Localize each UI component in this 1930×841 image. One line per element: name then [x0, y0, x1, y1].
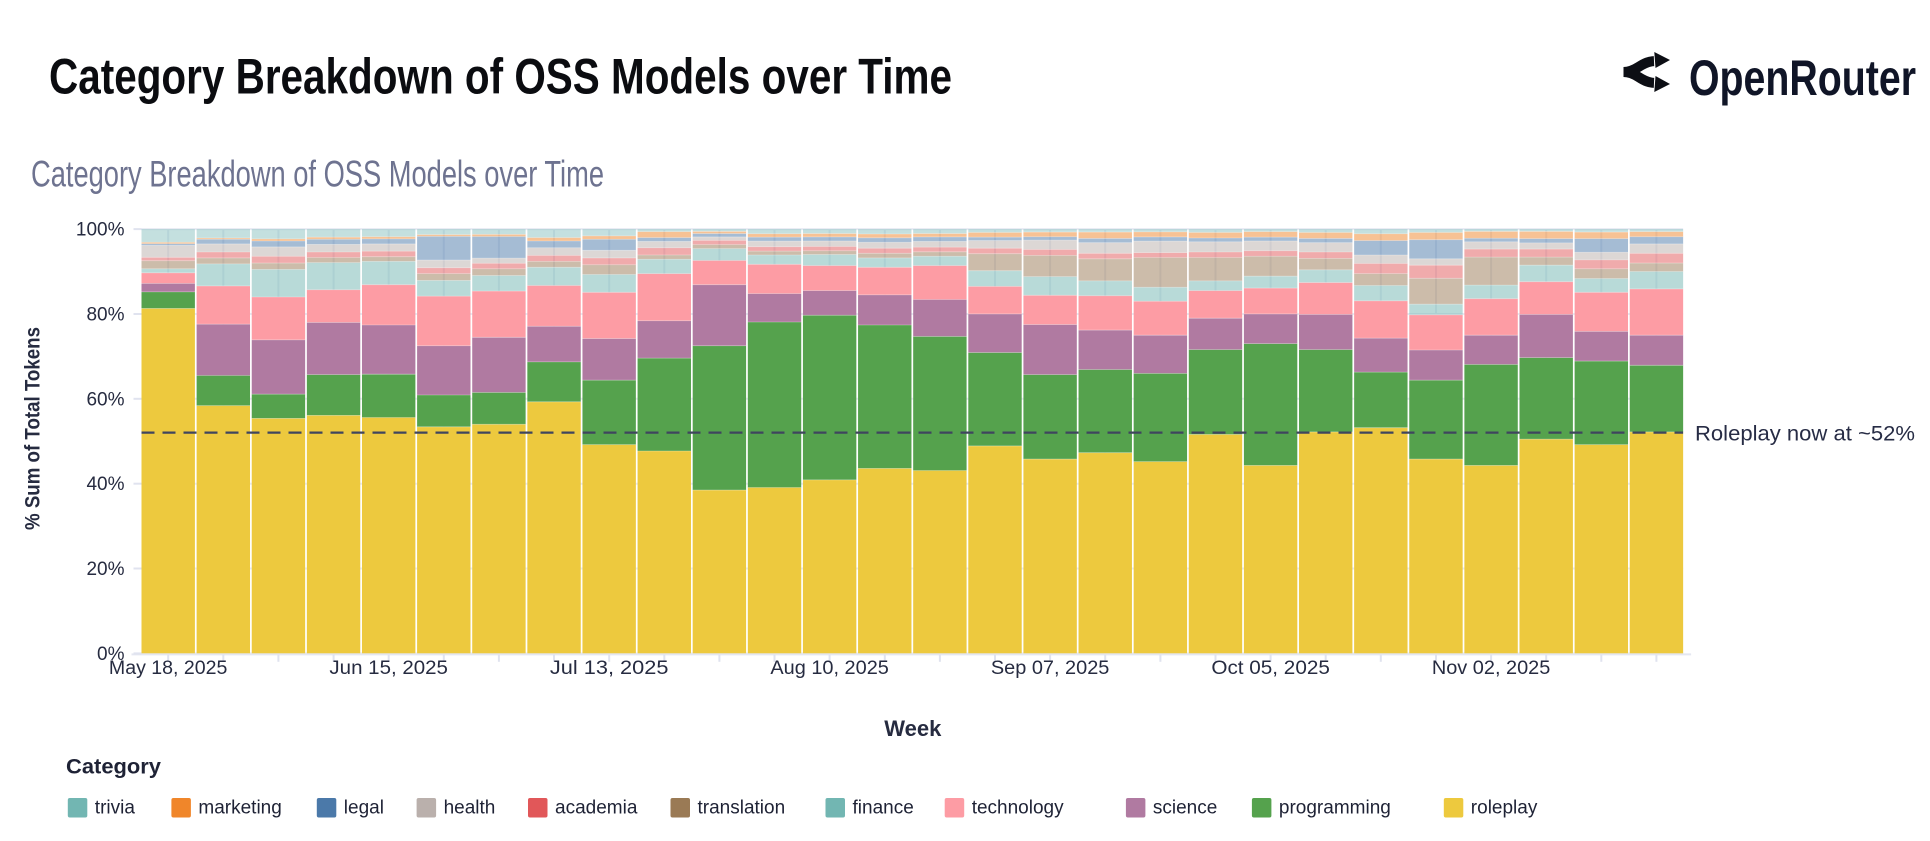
svg-text:Sep 07, 2025: Sep 07, 2025: [991, 658, 1110, 679]
svg-text:40%: 40%: [86, 474, 124, 495]
svg-text:% Sum of Total Tokens: % Sum of Total Tokens: [22, 327, 45, 530]
svg-text:trivia: trivia: [95, 798, 136, 819]
svg-text:100%: 100%: [76, 220, 125, 241]
svg-text:science: science: [1153, 798, 1217, 819]
svg-text:60%: 60%: [86, 389, 124, 410]
svg-text:Roleplay now at ~52%: Roleplay now at ~52%: [1695, 423, 1915, 446]
svg-text:Jun 15, 2025: Jun 15, 2025: [329, 658, 448, 679]
svg-text:marketing: marketing: [198, 798, 281, 819]
svg-text:May 18, 2025: May 18, 2025: [109, 658, 228, 679]
svg-text:technology: technology: [972, 798, 1064, 819]
svg-text:programming: programming: [1279, 798, 1391, 819]
svg-text:20%: 20%: [86, 559, 124, 580]
svg-text:health: health: [444, 798, 496, 819]
svg-text:translation: translation: [698, 798, 786, 819]
svg-text:roleplay: roleplay: [1471, 798, 1538, 819]
svg-text:Category: Category: [66, 756, 161, 779]
svg-text:Week: Week: [884, 716, 942, 741]
svg-text:finance: finance: [853, 798, 914, 819]
svg-text:Oct 05, 2025: Oct 05, 2025: [1211, 658, 1330, 679]
svg-text:Aug 10, 2025: Aug 10, 2025: [770, 658, 889, 679]
svg-text:academia: academia: [555, 798, 638, 819]
svg-text:OpenRouter: OpenRouter: [1689, 50, 1916, 106]
svg-text:80%: 80%: [86, 305, 124, 326]
svg-text:legal: legal: [344, 798, 384, 819]
svg-text:Nov 02, 2025: Nov 02, 2025: [1432, 658, 1551, 679]
svg-text:0%: 0%: [97, 644, 125, 665]
svg-text:Category Breakdown of OSS Mode: Category Breakdown of OSS Models over Ti…: [31, 154, 604, 195]
svg-text:Jul 13, 2025: Jul 13, 2025: [550, 658, 669, 679]
svg-text:Category Breakdown of OSS Mode: Category Breakdown of OSS Models over Ti…: [49, 49, 952, 105]
